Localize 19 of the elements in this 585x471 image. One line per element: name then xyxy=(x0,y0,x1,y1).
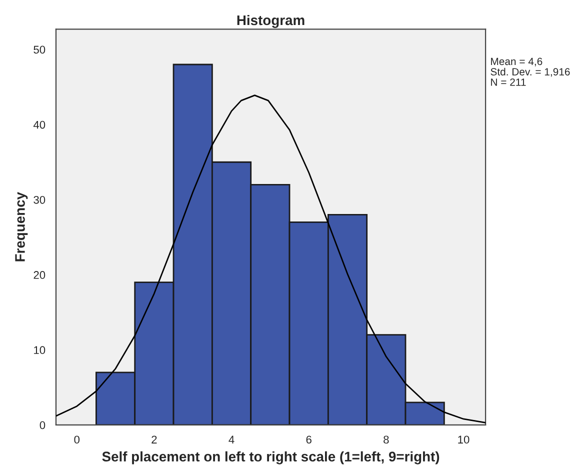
x-tick-label: 2 xyxy=(152,436,157,444)
x-tick-label: 8 xyxy=(384,436,389,444)
text: Std. Dev. = 1,916 xyxy=(490,68,570,77)
y-tick-label: 0 xyxy=(40,421,46,430)
text: N = 211 xyxy=(491,78,526,86)
y-axis-title: Frequency xyxy=(15,192,28,262)
y-tick-label: 50 xyxy=(34,46,46,54)
y-tick-label: 40 xyxy=(33,120,46,129)
x-tick-label: 10 xyxy=(458,436,470,444)
x-axis-title: Self placement on left to right scale (1=left, 9=right) xyxy=(102,451,440,464)
y-tick-label: 20 xyxy=(34,271,46,279)
y-tick-label: 30 xyxy=(34,196,46,204)
x-tick-label: 6 xyxy=(306,436,312,444)
x-tick-label: 0 xyxy=(74,436,80,444)
x-tick-label: 4 xyxy=(228,436,234,444)
chart-title: Histogram xyxy=(237,14,304,28)
line-series xyxy=(56,94,486,424)
y-tick-label: 10 xyxy=(34,346,46,354)
text: Mean = 4,6 xyxy=(491,58,542,66)
